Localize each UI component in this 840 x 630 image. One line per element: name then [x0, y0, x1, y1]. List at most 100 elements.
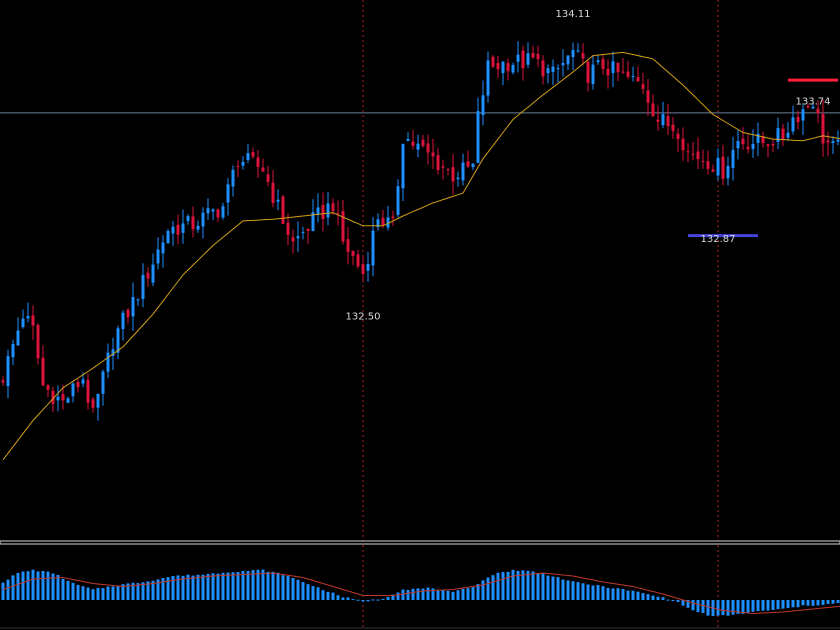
candle[interactable]	[471, 162, 475, 171]
candle[interactable]	[396, 179, 400, 218]
candle[interactable]	[341, 199, 345, 245]
candle[interactable]	[71, 382, 75, 403]
candle[interactable]	[516, 41, 520, 73]
candle[interactable]	[706, 150, 710, 175]
candle[interactable]	[96, 393, 100, 421]
candle[interactable]	[776, 117, 780, 150]
candle[interactable]	[361, 256, 365, 283]
candle[interactable]	[351, 250, 355, 266]
candle[interactable]	[576, 43, 580, 53]
candle[interactable]	[571, 42, 575, 71]
candle[interactable]	[106, 343, 110, 378]
candle[interactable]	[526, 42, 530, 69]
candle[interactable]	[211, 208, 215, 221]
candle[interactable]	[376, 213, 380, 231]
candle[interactable]	[751, 129, 755, 158]
candle[interactable]	[456, 171, 460, 187]
candle[interactable]	[391, 210, 395, 226]
candle[interactable]	[411, 130, 415, 150]
candle[interactable]	[786, 122, 790, 141]
candle[interactable]	[641, 73, 645, 95]
candle[interactable]	[771, 138, 775, 153]
candle[interactable]	[486, 51, 490, 103]
candle[interactable]	[606, 59, 610, 89]
candle[interactable]	[371, 217, 375, 277]
candle[interactable]	[46, 384, 50, 398]
candle[interactable]	[646, 79, 650, 116]
candle[interactable]	[661, 101, 665, 129]
candle[interactable]	[816, 100, 820, 124]
candle[interactable]	[506, 58, 510, 81]
candle[interactable]	[36, 323, 40, 365]
candle[interactable]	[356, 249, 360, 269]
candle[interactable]	[381, 210, 385, 229]
candle[interactable]	[421, 135, 425, 148]
candle[interactable]	[531, 45, 535, 59]
candle[interactable]	[821, 99, 825, 157]
candle[interactable]	[161, 235, 165, 268]
candle[interactable]	[601, 54, 605, 75]
candle[interactable]	[286, 213, 290, 246]
candle[interactable]	[691, 141, 695, 161]
candle[interactable]	[31, 305, 35, 340]
candle[interactable]	[276, 189, 280, 211]
candle[interactable]	[386, 205, 390, 231]
candle[interactable]	[536, 45, 540, 68]
candles[interactable]	[1, 41, 840, 421]
candle[interactable]	[746, 134, 750, 154]
candle[interactable]	[91, 396, 95, 413]
candle[interactable]	[11, 339, 15, 366]
candle[interactable]	[336, 200, 340, 226]
candle[interactable]	[291, 229, 295, 254]
candle[interactable]	[791, 105, 795, 135]
candle[interactable]	[366, 251, 370, 282]
candle[interactable]	[591, 55, 595, 90]
candle[interactable]	[226, 178, 230, 216]
candle[interactable]	[466, 150, 470, 169]
candle[interactable]	[326, 191, 330, 226]
candle[interactable]	[26, 302, 30, 323]
candle[interactable]	[686, 143, 690, 163]
candle[interactable]	[696, 137, 700, 170]
candle[interactable]	[736, 129, 740, 160]
candle[interactable]	[561, 49, 565, 77]
candle[interactable]	[121, 310, 125, 341]
candle[interactable]	[61, 384, 65, 410]
candle[interactable]	[826, 131, 830, 157]
candle[interactable]	[171, 221, 175, 246]
candle[interactable]	[146, 267, 150, 287]
candle[interactable]	[631, 66, 635, 82]
candle[interactable]	[501, 61, 505, 86]
candle[interactable]	[726, 156, 730, 186]
candle[interactable]	[301, 226, 305, 240]
candle[interactable]	[671, 117, 675, 139]
candle[interactable]	[796, 110, 800, 130]
candle[interactable]	[216, 208, 220, 222]
candle[interactable]	[711, 164, 715, 173]
candle[interactable]	[621, 58, 625, 74]
candle[interactable]	[261, 158, 265, 172]
candle[interactable]	[251, 147, 255, 159]
candle[interactable]	[556, 64, 560, 83]
candle[interactable]	[731, 136, 735, 181]
candle[interactable]	[86, 373, 90, 410]
candle[interactable]	[566, 55, 570, 71]
candle[interactable]	[206, 198, 210, 220]
candle[interactable]	[766, 144, 770, 158]
candle[interactable]	[626, 60, 630, 80]
candle[interactable]	[191, 206, 195, 238]
candle[interactable]	[716, 148, 720, 181]
candle[interactable]	[246, 144, 250, 164]
candle[interactable]	[181, 209, 185, 244]
candle[interactable]	[461, 153, 465, 186]
candle[interactable]	[681, 127, 685, 161]
candle[interactable]	[741, 127, 745, 150]
candle[interactable]	[131, 282, 135, 331]
candle[interactable]	[6, 349, 10, 399]
candle[interactable]	[76, 379, 80, 393]
candle[interactable]	[271, 170, 275, 208]
panel-divider[interactable]	[0, 540, 840, 545]
panel-separator[interactable]	[0, 540, 840, 545]
candle[interactable]	[541, 55, 545, 85]
